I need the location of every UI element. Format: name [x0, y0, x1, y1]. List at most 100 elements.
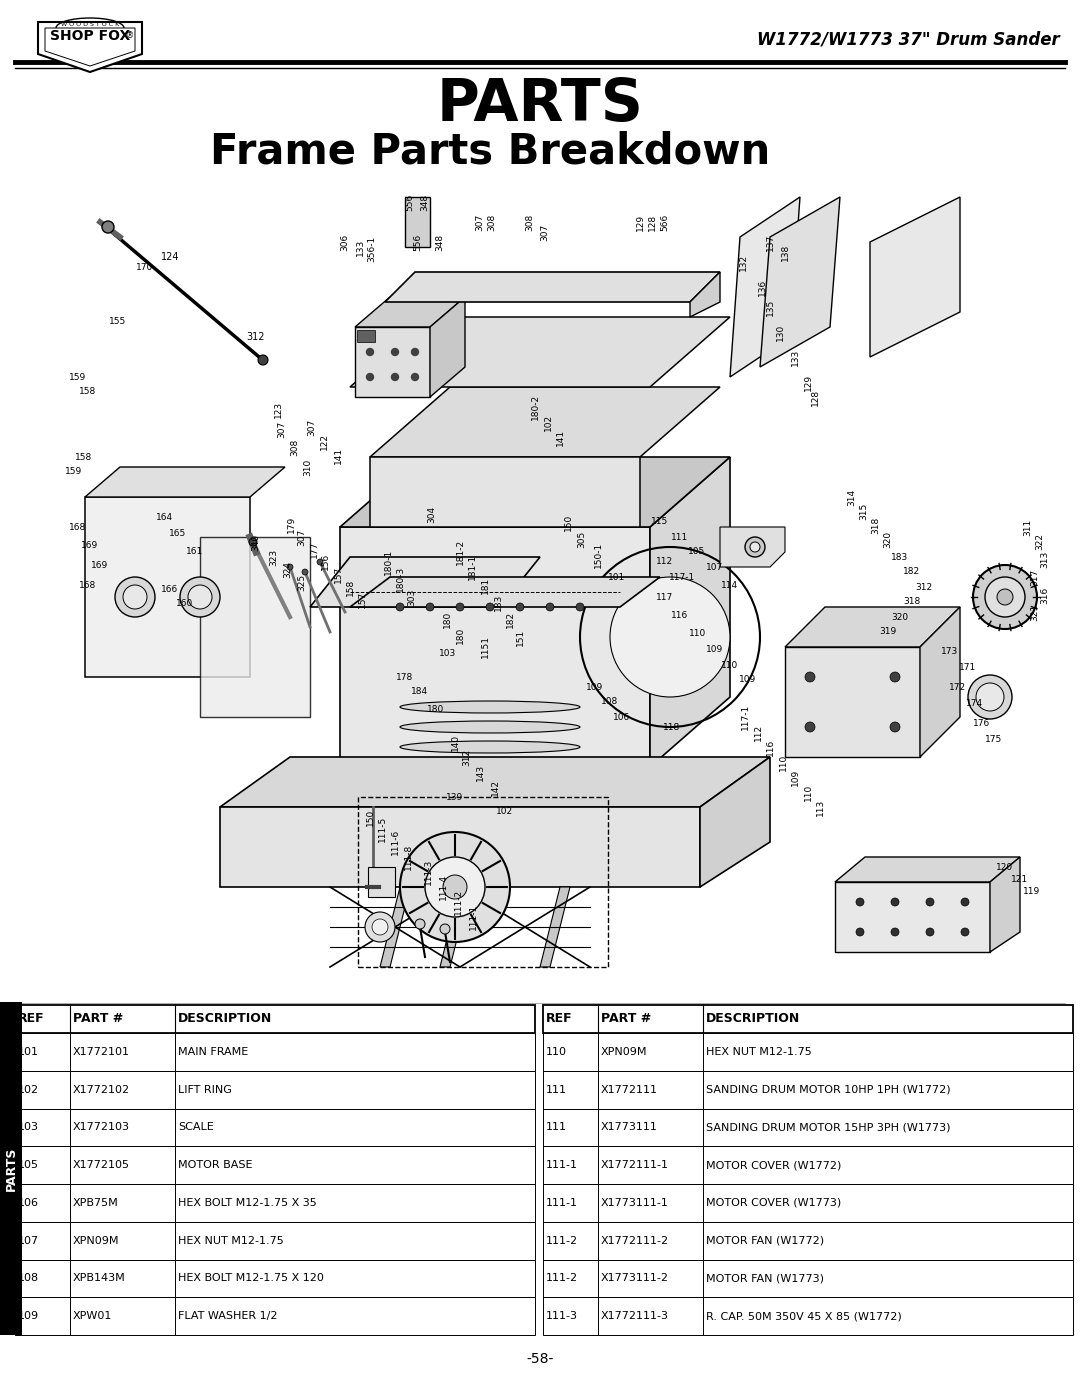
Text: 307: 307: [278, 420, 286, 437]
Text: 161: 161: [187, 548, 204, 556]
Text: 317: 317: [1030, 569, 1039, 585]
Circle shape: [856, 928, 864, 936]
Text: 106: 106: [613, 712, 631, 721]
Bar: [15, 1147, 535, 1185]
Text: 132: 132: [739, 253, 747, 271]
Text: 566: 566: [661, 214, 670, 231]
Polygon shape: [370, 457, 640, 527]
Text: 105: 105: [688, 548, 705, 556]
Text: 150-1: 150-1: [594, 542, 603, 569]
Text: 325: 325: [297, 573, 307, 591]
Polygon shape: [690, 272, 720, 317]
Circle shape: [123, 585, 147, 609]
Text: 182: 182: [904, 567, 920, 577]
Text: SANDING DRUM MOTOR 10HP 1PH (W1772): SANDING DRUM MOTOR 10HP 1PH (W1772): [706, 1084, 950, 1095]
Polygon shape: [38, 22, 141, 73]
Bar: [543, 1108, 1074, 1147]
Text: 141: 141: [334, 447, 342, 464]
Text: PART #: PART #: [600, 1013, 651, 1025]
Text: 304: 304: [428, 506, 436, 522]
Text: MOTOR BASE: MOTOR BASE: [178, 1160, 253, 1171]
Polygon shape: [340, 527, 650, 767]
Text: 312: 312: [246, 332, 266, 342]
Polygon shape: [720, 527, 785, 567]
Bar: [15, 1004, 535, 1032]
Circle shape: [102, 221, 114, 233]
Text: 180: 180: [428, 704, 445, 714]
Text: 110: 110: [546, 1046, 567, 1058]
Circle shape: [576, 604, 584, 610]
Text: 140: 140: [450, 733, 459, 750]
Polygon shape: [835, 856, 1020, 882]
Circle shape: [926, 898, 934, 907]
Text: 158: 158: [76, 453, 93, 461]
Text: MOTOR FAN (W1773): MOTOR FAN (W1773): [706, 1274, 824, 1284]
Text: 1151: 1151: [481, 636, 489, 658]
Text: PARTS: PARTS: [436, 75, 644, 133]
Text: 314: 314: [848, 489, 856, 506]
Text: 180-2: 180-2: [530, 394, 540, 420]
Text: 130: 130: [775, 323, 784, 341]
Text: 307: 307: [475, 214, 485, 231]
Text: 178: 178: [396, 672, 414, 682]
Polygon shape: [350, 317, 730, 387]
Text: Frame Parts Breakdown: Frame Parts Breakdown: [210, 131, 770, 173]
Text: 308: 308: [487, 214, 497, 231]
Text: 158: 158: [346, 578, 354, 595]
Text: 128: 128: [648, 214, 657, 231]
Text: X1773111-2: X1773111-2: [600, 1274, 669, 1284]
Text: X1773111-1: X1773111-1: [600, 1197, 669, 1208]
Text: 556: 556: [405, 193, 415, 211]
Text: 321: 321: [1030, 604, 1039, 620]
Ellipse shape: [400, 740, 580, 753]
Text: 111-4: 111-4: [438, 875, 447, 900]
Text: 318: 318: [872, 517, 880, 534]
Text: 113: 113: [815, 798, 824, 816]
Circle shape: [856, 898, 864, 907]
Text: W1772/W1773 37" Drum Sander: W1772/W1773 37" Drum Sander: [757, 31, 1059, 49]
Circle shape: [968, 675, 1012, 719]
Text: 168: 168: [79, 581, 96, 590]
Text: 307: 307: [308, 418, 316, 436]
Text: 116: 116: [766, 739, 774, 756]
Circle shape: [391, 348, 399, 355]
Text: SCALE: SCALE: [178, 1122, 214, 1133]
Text: 312: 312: [462, 749, 472, 766]
Text: 142: 142: [490, 778, 499, 795]
Text: 170: 170: [136, 263, 153, 271]
Circle shape: [973, 564, 1037, 629]
Text: 139: 139: [446, 792, 463, 802]
Text: 165: 165: [170, 529, 187, 538]
Text: X1772111: X1772111: [600, 1084, 658, 1095]
Text: 160: 160: [176, 599, 193, 609]
Text: 117: 117: [657, 592, 674, 602]
Text: 340: 340: [252, 534, 260, 550]
Text: FLAT WASHER 1/2: FLAT WASHER 1/2: [178, 1312, 278, 1322]
Text: 176: 176: [973, 719, 990, 728]
Text: ®: ®: [126, 32, 134, 41]
Text: MOTOR COVER (W1772): MOTOR COVER (W1772): [706, 1160, 841, 1171]
Text: 102: 102: [543, 414, 553, 430]
Circle shape: [961, 928, 969, 936]
Bar: [543, 1147, 1074, 1185]
Text: 323: 323: [270, 549, 279, 566]
Circle shape: [745, 536, 765, 557]
Text: 111: 111: [546, 1084, 567, 1095]
Circle shape: [890, 672, 900, 682]
Text: 322: 322: [1036, 534, 1044, 550]
Text: 101: 101: [608, 573, 625, 581]
Circle shape: [365, 912, 395, 942]
Circle shape: [805, 672, 815, 682]
Circle shape: [114, 577, 156, 617]
Text: 112: 112: [657, 557, 674, 567]
Text: 111-3: 111-3: [546, 1312, 578, 1322]
Text: 135: 135: [766, 299, 774, 316]
Text: 303: 303: [407, 588, 417, 606]
Text: 111-2: 111-2: [546, 1235, 578, 1246]
Text: 180-3: 180-3: [395, 566, 405, 592]
Circle shape: [302, 569, 308, 576]
Polygon shape: [220, 757, 770, 807]
Text: 348: 348: [420, 193, 430, 211]
Circle shape: [997, 590, 1013, 605]
Text: R. CAP. 50M 350V 45 X 85 (W1772): R. CAP. 50M 350V 45 X 85 (W1772): [706, 1312, 902, 1322]
